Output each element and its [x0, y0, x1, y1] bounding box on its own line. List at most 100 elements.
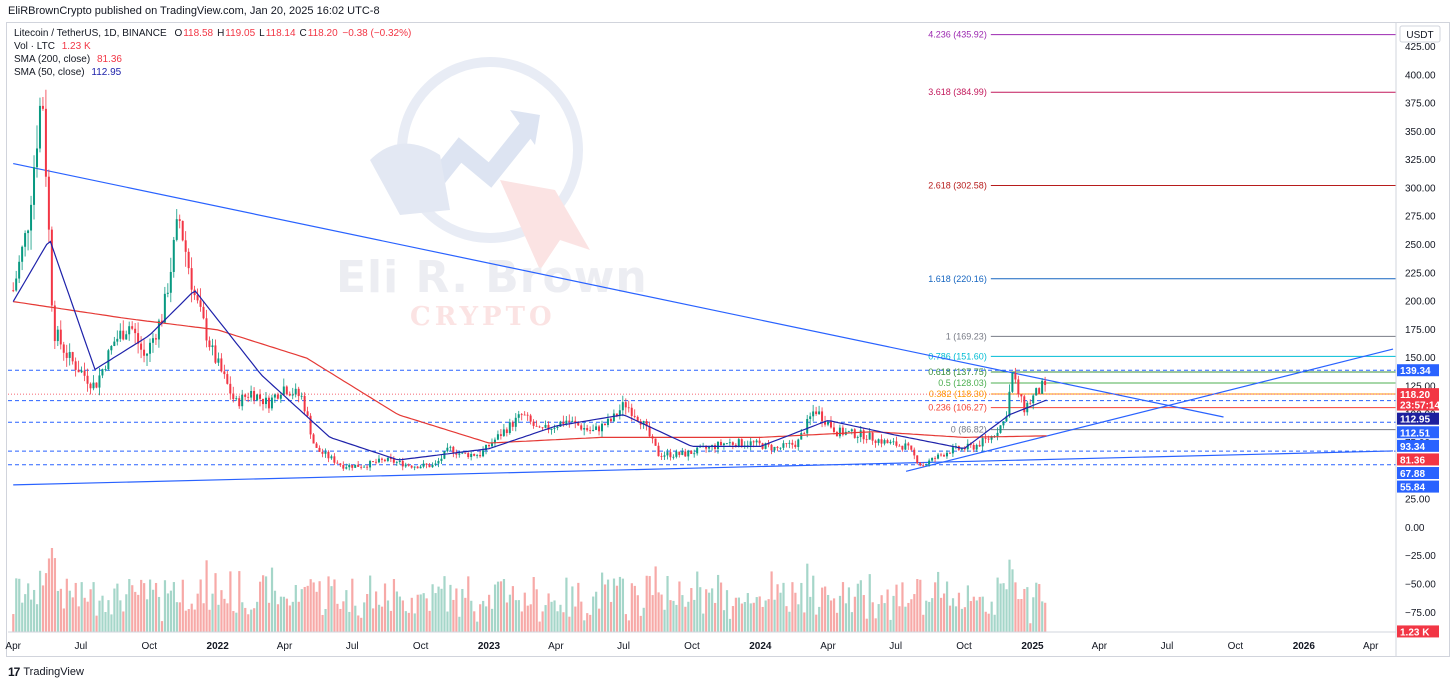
volume-bar — [256, 601, 259, 632]
candle-body — [137, 333, 140, 344]
candle-body — [779, 447, 782, 449]
volume-bar — [740, 603, 743, 632]
volume-bar — [464, 597, 467, 632]
volume-bar — [217, 604, 220, 632]
legend-ohlc-key: L — [259, 28, 265, 39]
volume-bar — [547, 593, 550, 632]
volume-bar — [261, 575, 265, 632]
volume-bar — [571, 586, 574, 632]
volume-bar — [672, 600, 675, 632]
candle-body — [725, 443, 728, 444]
candle-body — [65, 352, 68, 358]
candle-body — [1044, 380, 1047, 386]
candle-body — [89, 383, 92, 389]
candle-body — [223, 371, 226, 375]
candle-body — [324, 451, 327, 454]
volume-bar — [693, 599, 696, 632]
price-tag-box — [1397, 480, 1439, 493]
candle-body — [392, 458, 395, 463]
candle-body — [18, 261, 21, 279]
volume-bar — [589, 614, 592, 632]
candle-body — [410, 465, 413, 468]
candle-body — [871, 432, 874, 441]
x-tick-label: Apr — [548, 641, 564, 652]
candle-body — [690, 450, 693, 454]
volume-bar — [642, 607, 645, 632]
volume-bar — [993, 614, 996, 632]
candle-body — [33, 167, 36, 205]
volume-bar — [375, 591, 378, 632]
volume-bar — [559, 604, 562, 632]
volume-bar — [309, 579, 312, 632]
legend-sma50-value: 112.95 — [91, 67, 122, 78]
volume-bar — [645, 575, 648, 632]
x-tick-label: 2026 — [1293, 641, 1316, 652]
y-tick-label: 150.00 — [1405, 353, 1436, 364]
volume-bar — [110, 614, 113, 632]
volume-bar — [377, 604, 381, 632]
trendlines — [13, 162, 1394, 486]
volume-bar — [675, 604, 678, 632]
sma-50-line — [12, 240, 1047, 461]
candle-body — [517, 414, 520, 418]
volume-bar — [389, 610, 393, 632]
volume-bar — [505, 602, 509, 632]
volume-bar — [660, 594, 663, 632]
y-tick-label: 175.00 — [1405, 325, 1436, 336]
candle-body — [354, 464, 357, 468]
volume-bar — [574, 606, 577, 632]
candle-body — [44, 108, 47, 177]
volume-bar — [556, 611, 559, 632]
volume-bar — [514, 600, 517, 632]
volume-bar — [779, 592, 782, 632]
candle-body — [104, 369, 107, 370]
legend-vol-value: 1.23 K — [61, 41, 91, 52]
candle-body — [815, 411, 818, 415]
volume-bar — [532, 577, 535, 632]
candle-body — [553, 427, 556, 429]
volume-bar — [59, 588, 62, 632]
candle-body — [663, 455, 666, 457]
x-tick-label: Jul — [889, 641, 902, 652]
candle-body — [351, 464, 354, 468]
watermark-name: Eli R. Brown — [336, 252, 648, 303]
candle-body — [508, 422, 511, 433]
volume-bar — [140, 579, 143, 632]
volume-bar — [107, 600, 110, 632]
volume-bar — [452, 599, 455, 632]
candle-body — [758, 440, 761, 444]
volume-bar — [886, 589, 889, 632]
candle-body — [794, 444, 797, 447]
candle-body — [824, 421, 827, 425]
volume-bar — [960, 608, 964, 632]
volume-bar — [143, 583, 146, 632]
volume-bar — [386, 600, 390, 632]
candle-body — [327, 451, 330, 459]
volume-bar — [220, 590, 223, 632]
volume-bar — [850, 612, 854, 632]
volume-bar — [734, 597, 738, 632]
candle-body — [166, 292, 169, 294]
volume-bar — [208, 609, 211, 632]
volume-bar — [666, 576, 669, 632]
candle-body — [342, 465, 345, 469]
candle-body — [681, 451, 684, 455]
candle-body — [984, 438, 987, 439]
volume-bar — [232, 611, 235, 632]
volume-bar — [270, 567, 274, 632]
candle-body — [53, 305, 56, 342]
volume-bar — [369, 575, 372, 632]
volume-bar — [122, 611, 125, 632]
volume-bar — [838, 595, 842, 632]
volume-bar — [413, 613, 416, 632]
candle-body — [297, 388, 300, 397]
candle-body — [312, 434, 315, 444]
chart-frame[interactable] — [6, 22, 1450, 657]
candle-body — [895, 441, 898, 446]
candle-body — [1017, 379, 1020, 395]
volume-bar — [86, 601, 89, 632]
y-tick-label: 300.00 — [1405, 183, 1436, 194]
candle-body — [461, 452, 464, 454]
legend-ohlc-value: 119.05 — [225, 28, 256, 39]
